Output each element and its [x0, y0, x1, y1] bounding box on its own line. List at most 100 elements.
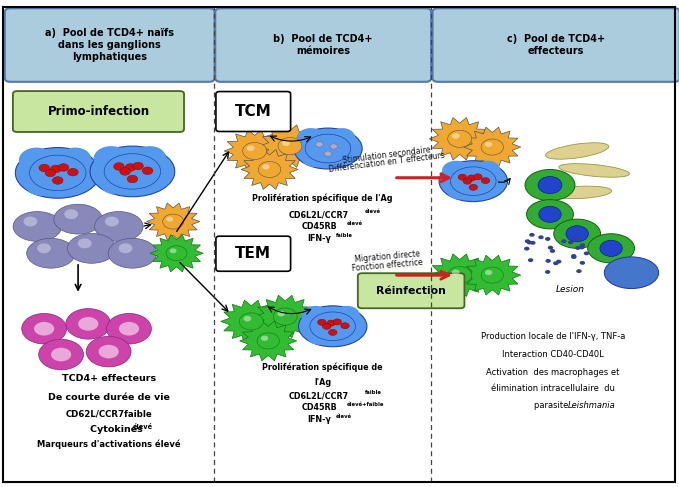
Ellipse shape [305, 134, 351, 163]
Ellipse shape [527, 200, 573, 229]
Circle shape [529, 233, 534, 237]
Polygon shape [429, 254, 490, 297]
Circle shape [78, 239, 92, 248]
Circle shape [447, 130, 472, 148]
Ellipse shape [107, 314, 151, 344]
Circle shape [566, 225, 588, 242]
Polygon shape [221, 300, 282, 343]
Ellipse shape [450, 167, 496, 195]
Text: Interaction CD40-CD40L: Interaction CD40-CD40L [502, 350, 604, 359]
Ellipse shape [78, 317, 98, 331]
Circle shape [246, 145, 255, 151]
Text: Migration directe: Migration directe [354, 249, 420, 264]
Circle shape [45, 169, 56, 177]
Circle shape [278, 137, 302, 155]
Text: CD6L2L/CCR7: CD6L2L/CCR7 [289, 392, 349, 400]
Text: b)  Pool de TCD4+
mémoires: b) Pool de TCD4+ mémoires [274, 34, 373, 56]
Circle shape [452, 133, 460, 139]
Ellipse shape [439, 161, 507, 202]
Ellipse shape [525, 169, 575, 201]
Circle shape [39, 164, 50, 172]
Circle shape [584, 251, 589, 255]
Circle shape [24, 217, 37, 226]
Circle shape [600, 240, 622, 257]
Circle shape [26, 175, 54, 196]
Text: parasite: parasite [534, 401, 571, 410]
Text: Lesion: Lesion [556, 285, 585, 294]
Ellipse shape [13, 211, 62, 242]
Circle shape [301, 306, 330, 326]
Text: Réinfection: Réinfection [376, 286, 446, 296]
Circle shape [166, 217, 173, 222]
Circle shape [325, 151, 331, 156]
Circle shape [119, 244, 132, 253]
Circle shape [50, 165, 61, 173]
Polygon shape [464, 255, 521, 295]
Ellipse shape [39, 339, 84, 370]
Circle shape [538, 235, 544, 239]
Circle shape [327, 320, 335, 326]
Circle shape [485, 270, 492, 275]
Circle shape [473, 174, 482, 180]
Ellipse shape [22, 314, 67, 344]
Circle shape [481, 139, 503, 155]
Polygon shape [464, 127, 521, 167]
Circle shape [337, 145, 359, 161]
Circle shape [273, 308, 297, 325]
Text: IFN-γ: IFN-γ [307, 234, 331, 243]
Circle shape [60, 148, 91, 170]
Ellipse shape [549, 186, 612, 199]
Text: Marqueurs d'activations élevé: Marqueurs d'activations élevé [37, 439, 181, 449]
Circle shape [316, 142, 323, 147]
Circle shape [553, 262, 559, 265]
Text: faible: faible [365, 390, 382, 395]
Circle shape [258, 161, 281, 178]
Circle shape [525, 239, 530, 243]
Text: c)  Pool de TCD4+
effecteurs: c) Pool de TCD4+ effecteurs [507, 34, 605, 56]
Circle shape [524, 247, 530, 251]
Circle shape [556, 260, 562, 263]
Ellipse shape [94, 211, 143, 242]
Circle shape [333, 319, 342, 325]
Ellipse shape [554, 219, 600, 248]
Text: Cytokines: Cytokines [90, 425, 145, 434]
Circle shape [539, 206, 561, 222]
Ellipse shape [26, 238, 75, 268]
Text: Fonction effectrice: Fonction effectrice [351, 258, 423, 273]
Circle shape [125, 164, 136, 171]
Text: CD62L/CCR7faible: CD62L/CCR7faible [65, 410, 152, 418]
Circle shape [65, 209, 78, 219]
Polygon shape [147, 203, 200, 240]
Circle shape [120, 168, 130, 175]
Ellipse shape [51, 348, 71, 361]
Circle shape [69, 168, 96, 188]
Circle shape [527, 241, 532, 244]
Circle shape [561, 239, 566, 243]
Circle shape [143, 167, 171, 187]
Circle shape [481, 178, 490, 184]
Circle shape [318, 319, 326, 325]
Ellipse shape [545, 143, 609, 159]
Circle shape [485, 142, 492, 147]
Text: a)  Pool de TCD4+ naïfs
dans les ganglions
lymphatiques: a) Pool de TCD4+ naïfs dans les ganglion… [45, 28, 174, 62]
Circle shape [530, 241, 536, 245]
Circle shape [334, 306, 360, 324]
Text: élevé: élevé [336, 414, 352, 419]
Circle shape [282, 140, 290, 146]
Circle shape [277, 311, 285, 317]
Circle shape [261, 336, 268, 341]
Circle shape [323, 323, 331, 329]
Polygon shape [241, 150, 298, 189]
Ellipse shape [16, 148, 100, 198]
FancyBboxPatch shape [358, 273, 464, 308]
Circle shape [452, 269, 460, 275]
Circle shape [113, 163, 124, 170]
Circle shape [482, 177, 504, 193]
Ellipse shape [108, 238, 157, 268]
Circle shape [580, 243, 585, 247]
FancyBboxPatch shape [433, 8, 679, 82]
Circle shape [579, 245, 585, 249]
Ellipse shape [34, 322, 54, 336]
Ellipse shape [90, 146, 175, 197]
Circle shape [571, 254, 576, 258]
